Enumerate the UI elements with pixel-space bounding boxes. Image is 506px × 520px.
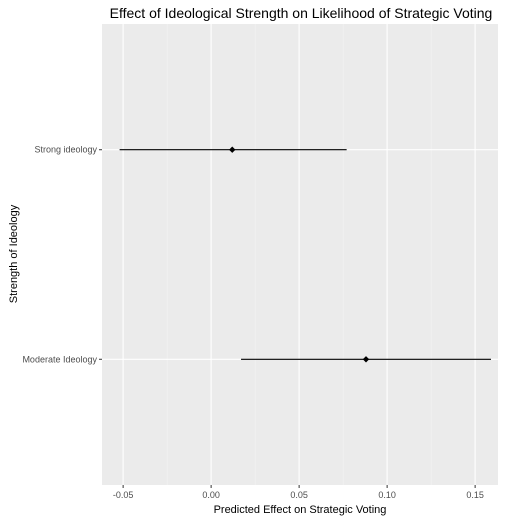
x-tick-label: 0.00 bbox=[202, 490, 220, 500]
x-axis-title: Predicted Effect on Strategic Voting bbox=[214, 504, 387, 516]
y-axis-title: Strength of Ideology bbox=[8, 204, 20, 303]
grid-lines bbox=[102, 24, 498, 485]
estimate-point bbox=[362, 356, 370, 363]
estimate-point bbox=[229, 146, 236, 153]
y-tick-label: Strong ideology bbox=[34, 145, 97, 155]
x-tick-label: 0.10 bbox=[378, 490, 396, 500]
axes: -0.05 0.00 0.05 0.10 0.15 Strong ideology Mode… bbox=[22, 145, 483, 500]
y-tick-label: Moderate Ideology bbox=[22, 354, 97, 364]
data-marks bbox=[119, 146, 491, 363]
plot-panel bbox=[102, 24, 498, 485]
chart-title: Effect of Ideological Strength on Likeli… bbox=[110, 5, 493, 21]
x-tick-label: -0.05 bbox=[113, 490, 134, 500]
x-tick-label: 0.15 bbox=[466, 490, 484, 500]
x-tick-label: 0.05 bbox=[290, 490, 308, 500]
